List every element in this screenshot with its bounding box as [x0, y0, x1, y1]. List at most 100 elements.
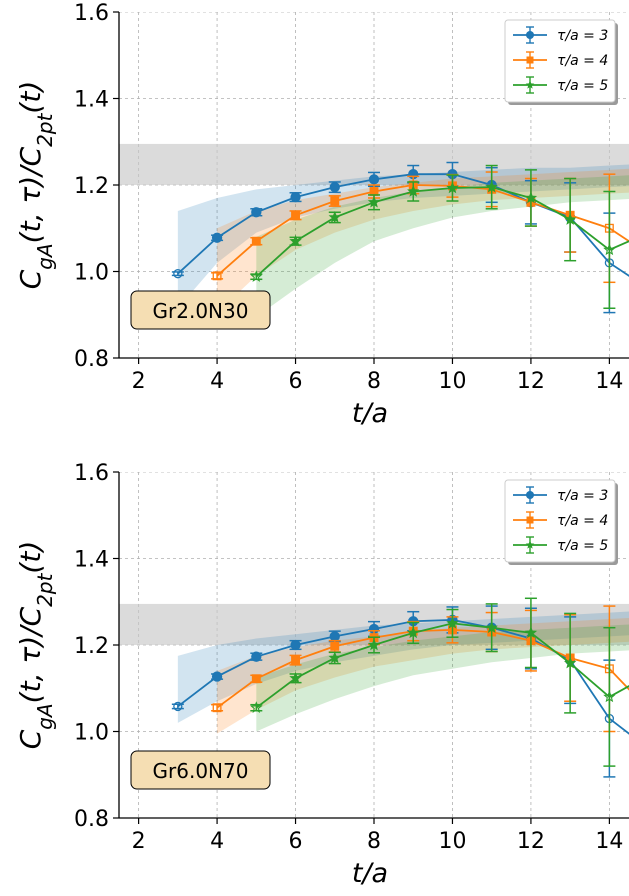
panel-label: Gr6.0N70 — [153, 759, 249, 783]
legend-marker — [525, 80, 535, 89]
data-point — [407, 185, 420, 197]
data-point — [211, 232, 223, 243]
legend-marker — [526, 516, 534, 524]
x-tick-label: 14 — [595, 829, 623, 854]
legend-marker — [525, 540, 535, 549]
legend-item-2: τ/a = 4 — [513, 511, 608, 529]
legend-item-2: τ/a = 4 — [513, 51, 608, 69]
legend-label: τ/a = 4 — [557, 513, 608, 529]
data-point — [329, 182, 340, 193]
data-point — [251, 207, 262, 218]
legend-item-3: τ/a = 5 — [513, 536, 608, 554]
x-tick-label: 2 — [132, 369, 146, 394]
x-tick-label: 2 — [132, 829, 146, 854]
data-point — [368, 174, 380, 185]
error-band-2 — [217, 168, 629, 313]
x-tick-label: 10 — [438, 829, 466, 854]
data-point — [289, 234, 302, 247]
data-point — [290, 191, 301, 203]
data-point — [291, 655, 300, 665]
error-band-3 — [256, 175, 629, 317]
data-point — [407, 626, 420, 639]
y-tick-label: 1.0 — [74, 721, 109, 746]
panel-1: 2 4 6 8 10 12 14 0.8 1.0 1.2 1.4 1.6 t/a CgA(t, τ)/C2… — [14, 1, 629, 429]
legend-label: τ/a = 3 — [557, 28, 608, 44]
x-tick-label: 10 — [438, 369, 466, 394]
y-tick-label: 1.0 — [74, 261, 109, 286]
data-point — [603, 243, 616, 256]
data-point — [367, 195, 381, 208]
data-point — [524, 191, 538, 204]
data-point — [330, 196, 340, 206]
data-point — [367, 638, 381, 651]
y-tick-label: 1.6 — [74, 461, 109, 486]
y-tick-label: 1.2 — [74, 174, 109, 199]
panel-2: 2 4 6 8 10 12 14 0.8 1.0 1.2 1.4 1.6 t/a CgA(t, τ)/C2… — [14, 461, 629, 889]
y-tick-label: 1.2 — [74, 634, 109, 659]
series-line-2 — [216, 628, 629, 709]
error-bar — [603, 190, 616, 310]
legend-marker — [526, 31, 534, 39]
data-point — [369, 187, 379, 196]
data-point — [485, 180, 498, 193]
series-line-2 — [216, 184, 629, 277]
legend-item-1: τ/a = 3 — [513, 486, 608, 504]
error-band-2 — [217, 617, 629, 734]
legend-label: τ/a = 5 — [557, 538, 608, 554]
data-point — [251, 674, 261, 684]
legend-item-3: τ/a = 5 — [513, 76, 608, 94]
y-axis-label: CgA(t, τ)/C2pt(t) — [14, 541, 57, 750]
plot-area — [119, 472, 629, 818]
y-tick-label: 1.4 — [74, 548, 109, 573]
y-tick-label: 1.6 — [74, 1, 109, 26]
data-point — [563, 656, 577, 669]
legend-marker — [526, 56, 534, 64]
data-point — [603, 690, 616, 703]
data-point — [173, 701, 183, 712]
x-tick-label: 6 — [289, 829, 303, 854]
legend-box — [504, 479, 616, 563]
y-tick-label: 0.8 — [74, 347, 109, 372]
y-tick-label: 0.8 — [74, 807, 109, 832]
data-point — [446, 181, 459, 194]
data-point — [251, 236, 261, 246]
data-point — [289, 671, 302, 684]
legend-marker — [526, 491, 534, 499]
data-point — [524, 626, 538, 639]
data-point — [291, 210, 300, 220]
legend-item-1: τ/a = 3 — [513, 26, 608, 44]
data-point — [251, 651, 262, 662]
legend-label: τ/a = 5 — [557, 78, 608, 94]
error-bar — [603, 626, 616, 767]
error-band-1 — [177, 611, 629, 723]
data-point — [212, 271, 222, 281]
x-tick-label: 12 — [517, 369, 545, 394]
y-tick-label: 1.4 — [74, 88, 109, 113]
data-point — [250, 270, 263, 282]
x-tick-label: 4 — [210, 369, 224, 394]
legend-label: τ/a = 4 — [557, 53, 608, 69]
error-band-3 — [256, 624, 629, 732]
x-tick-label: 12 — [517, 829, 545, 854]
x-tick-label: 4 — [210, 829, 224, 854]
x-tick-label: 14 — [595, 369, 623, 394]
x-axis-label: t/a — [352, 858, 388, 889]
data-point — [485, 621, 498, 633]
data-point — [212, 703, 222, 713]
data-point — [328, 651, 341, 664]
x-tick-label: 8 — [367, 829, 381, 854]
panel-label-box — [130, 750, 271, 790]
data-point — [250, 701, 263, 713]
x-tick-label: 8 — [367, 369, 381, 394]
legend-label: τ/a = 3 — [557, 488, 608, 504]
panel-label-box — [130, 290, 271, 330]
data-point — [173, 269, 183, 279]
plot-area — [119, 12, 629, 358]
x-tick-label: 6 — [289, 369, 303, 394]
data-point — [329, 631, 340, 642]
data-point — [328, 210, 341, 223]
legend-box — [504, 19, 616, 103]
x-axis-label: t/a — [352, 398, 388, 429]
